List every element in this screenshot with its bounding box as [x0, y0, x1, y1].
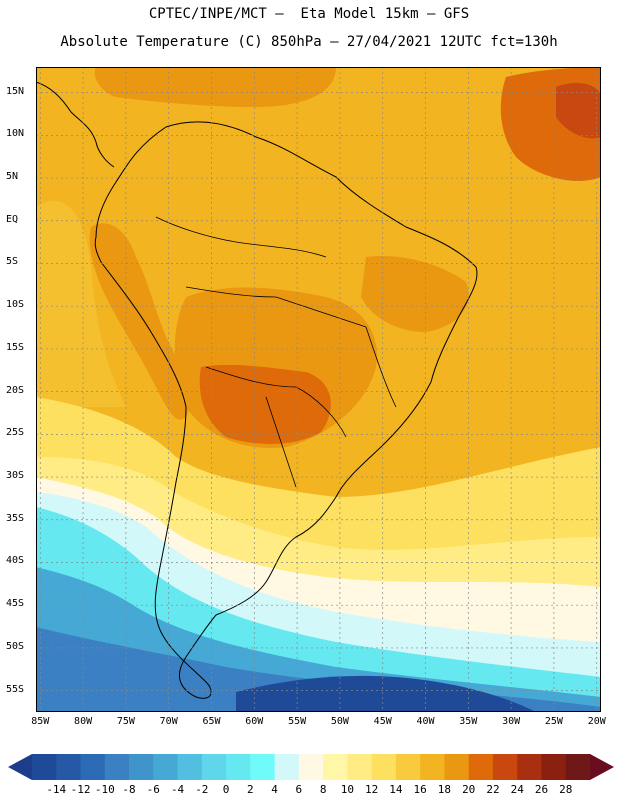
colorbar-bin [395, 754, 421, 780]
colorbar-bin [56, 754, 81, 780]
lon-label: 65W [202, 716, 221, 727]
colorbar-bin [153, 754, 178, 780]
colorbar-bin [420, 754, 445, 780]
temperature-map [36, 67, 601, 712]
colorbar-tick-label: -2 [195, 783, 209, 796]
colorbar-bin [541, 754, 567, 780]
colorbar-tick-label: 16 [413, 783, 427, 796]
lat-label: EQ [6, 213, 19, 225]
colorbar-bin [371, 754, 397, 780]
band-darkblue [236, 675, 536, 712]
colorbar-bin [347, 754, 373, 780]
map-subtitle: Absolute Temperature (C) 850hPa – 27/04/… [60, 34, 558, 50]
colorbar-tick-label: 14 [389, 783, 403, 796]
band-andes [89, 223, 191, 420]
lon-label: 60W [245, 716, 264, 727]
colorbar-tick-label: 28 [559, 783, 573, 796]
lat-label: 25S [6, 427, 25, 439]
lat-label: 45S [6, 598, 25, 610]
colorbar-tick-label: 18 [437, 783, 452, 796]
colorbar-tick-label: 4 [271, 783, 278, 796]
lon-label: 35W [459, 716, 478, 727]
colorbar-bin [492, 754, 518, 780]
colorbar-tick-label: 8 [319, 783, 327, 796]
colorbar [8, 754, 614, 780]
colorbar-bin [517, 754, 542, 780]
colorbar-tick-label: -4 [170, 783, 185, 796]
colorbar-bin [444, 754, 470, 780]
colorbar-tick-label: 0 [222, 783, 230, 796]
colorbar-tick-label: -6 [146, 783, 160, 796]
band-atlantic-ne2 [556, 82, 601, 139]
lon-label: 30W [502, 716, 521, 727]
lon-label: 20W [587, 716, 606, 727]
colorbar-tick-label: -8 [122, 783, 136, 796]
colorbar-bin [323, 754, 348, 780]
lat-label: 10N [6, 128, 25, 140]
colorbar-over-arrow [590, 754, 614, 780]
colorbar-bin [201, 754, 227, 780]
south-america-outline [94, 121, 478, 699]
lat-label: 15S [6, 341, 25, 353]
colorbar-tick-label: 20 [462, 783, 476, 796]
lat-label: 20S [6, 384, 25, 396]
lat-label: 30S [6, 470, 25, 482]
colorbar-tick-label: -14 [46, 783, 67, 796]
lat-label: 35S [6, 512, 25, 524]
colorbar-tick-label: 22 [486, 783, 500, 796]
lat-label: 5N [6, 171, 19, 183]
lon-label: 45W [373, 716, 392, 727]
lon-label: 50W [330, 716, 349, 727]
lat-label: 5S [6, 256, 19, 268]
lon-label: 85W [31, 716, 50, 727]
lat-label: 10S [6, 299, 25, 311]
colorbar-tick-label: 6 [295, 783, 303, 796]
band-pacific-nw [36, 200, 126, 407]
lat-label: 40S [6, 555, 25, 567]
central-america-outline [36, 81, 115, 168]
colorbar-tick-label: -10 [94, 783, 115, 796]
band-caribbean [94, 67, 337, 107]
band-chaco-hot [199, 364, 331, 444]
lon-label: 55W [288, 716, 307, 727]
colorbar-bin [250, 754, 276, 780]
colorbar-tick-label: -12 [70, 783, 91, 796]
lat-label: 50S [6, 640, 25, 652]
colorbar-tick-label: 10 [340, 783, 355, 796]
colorbar-bin [298, 754, 324, 780]
colorbar-bin [80, 754, 106, 780]
colorbar-tick-label: 12 [365, 783, 379, 796]
colorbar-bin [468, 754, 494, 780]
colorbar-bin [274, 754, 300, 780]
lat-label: 55S [6, 683, 25, 695]
colorbar-under-arrow [8, 754, 32, 780]
lat-label: 15N [6, 85, 25, 97]
colorbar-tick-label: 24 [510, 783, 524, 796]
border-lines [155, 216, 397, 488]
colorbar-bin [32, 754, 57, 780]
lon-label: 80W [74, 716, 93, 727]
colorbar-bin [177, 754, 203, 780]
colorbar-tick-label: 2 [247, 783, 254, 796]
lon-label: 70W [159, 716, 178, 727]
lon-label: 40W [416, 716, 435, 727]
colorbar-tick-label: 26 [534, 783, 549, 796]
colorbar-bin [565, 754, 591, 780]
lon-label: 25W [544, 716, 563, 727]
band-nebrazil [361, 256, 469, 332]
colorbar-bin [226, 754, 251, 780]
colorbar-bin [129, 754, 154, 780]
map-title: CPTEC/INPE/MCT – Eta Model 15km – GFS [148, 6, 470, 22]
colorbar-bin [104, 754, 130, 780]
lon-label: 75W [116, 716, 135, 727]
